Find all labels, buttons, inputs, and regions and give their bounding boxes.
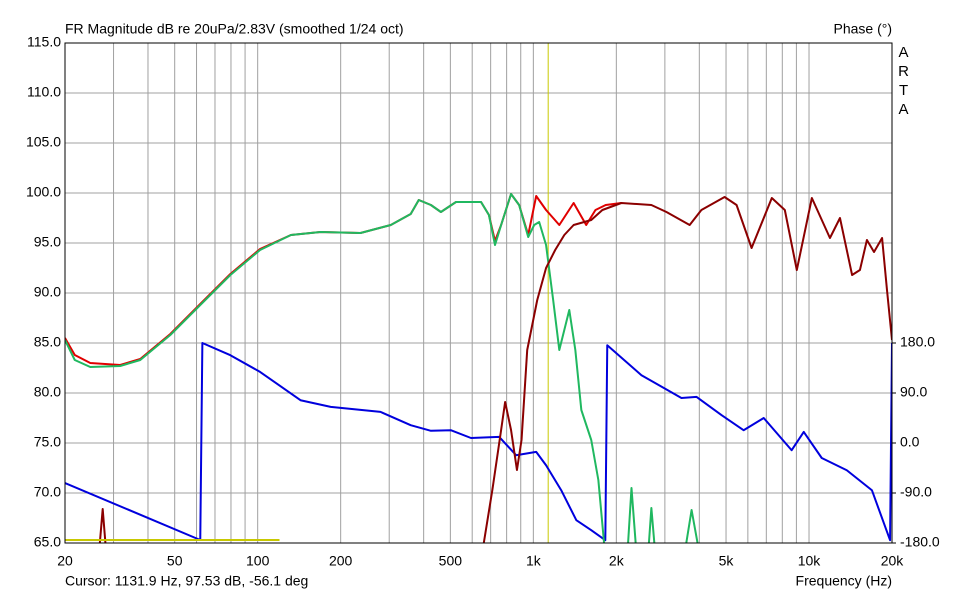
y-tick-label: 75.0: [34, 434, 61, 450]
y2-tick-label: -90.0: [900, 484, 932, 500]
series-line: [65, 193, 699, 543]
series-line: [65, 342, 892, 542]
y-tick-label: 115.0: [27, 34, 61, 50]
y2-tick-label: -180.0: [900, 534, 940, 550]
x-tick-label: 200: [329, 553, 353, 569]
x-tick-label: 10k: [798, 553, 822, 569]
series-line: [482, 196, 892, 543]
y-tick-label: 65.0: [34, 534, 61, 550]
x-tick-label: 2k: [609, 553, 625, 569]
x-tick-label: 20k: [881, 553, 905, 569]
plot-frame: [64, 42, 893, 544]
y2-tick-label: 90.0: [900, 384, 927, 400]
x-tick-label: 1k: [526, 553, 542, 569]
x-axis-title: Frequency (Hz): [796, 573, 892, 589]
y-tick-label: 90.0: [34, 284, 61, 300]
x-tick-label: 50: [167, 553, 183, 569]
y-tick-label: 95.0: [34, 234, 61, 250]
y-tick-label: 85.0: [34, 334, 61, 350]
x-tick-label: 20: [57, 553, 73, 569]
y-tick-label: 110.0: [27, 84, 61, 100]
y2-tick-label: 0.0: [900, 434, 920, 450]
chart-title: FR Magnitude dB re 20uPa/2.83V (smoothed…: [65, 21, 404, 37]
y-tick-label: 80.0: [34, 384, 61, 400]
x-tick-label: 500: [439, 553, 463, 569]
y-tick-label: 70.0: [34, 484, 61, 500]
plot-area: [65, 43, 892, 543]
x-tick-label: 5k: [719, 553, 735, 569]
watermark: ARTA: [895, 44, 912, 120]
cursor-readout: Cursor: 1131.9 Hz, 97.53 dB, -56.1 deg: [65, 573, 308, 589]
y-tick-label: 105.0: [26, 134, 61, 150]
y2-title: Phase (°): [833, 21, 892, 37]
y2-tick-label: 180.0: [900, 334, 935, 350]
y-tick-label: 100.0: [26, 184, 61, 200]
x-tick-label: 100: [246, 553, 270, 569]
series-line: [98, 508, 107, 543]
